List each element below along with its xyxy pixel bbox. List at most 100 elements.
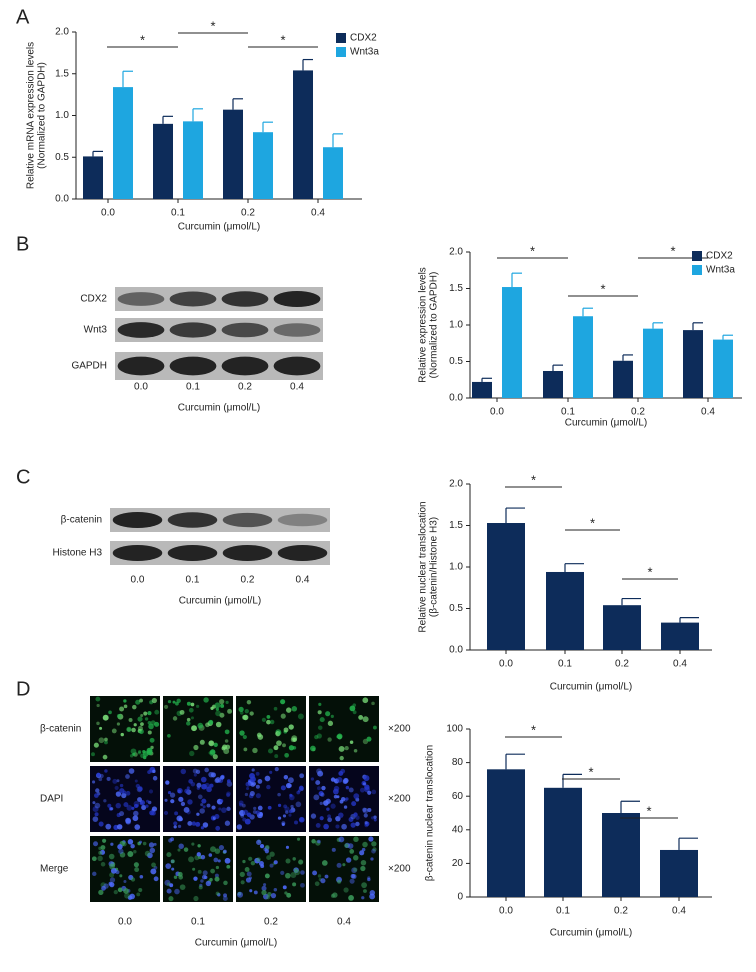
y-tick-label: 2.0	[55, 27, 69, 38]
cell-dot	[116, 722, 120, 726]
bar	[153, 123, 173, 199]
cell-dot	[112, 778, 118, 784]
cell-dot	[167, 700, 172, 704]
cell-dot	[96, 772, 101, 777]
bar	[643, 328, 663, 398]
cell-dot	[95, 696, 101, 702]
cell-dot	[97, 855, 103, 862]
cell-dot	[188, 779, 194, 784]
cell-dot	[119, 706, 125, 712]
x-tick-label: 0.1	[171, 208, 185, 219]
cell-dot	[338, 836, 345, 843]
cell-dot	[102, 754, 108, 760]
cell-dot	[351, 801, 357, 807]
cell-dot	[264, 873, 270, 879]
cell-dot	[190, 702, 195, 707]
cell-dot	[344, 843, 349, 848]
x-tick-label: 0.4	[673, 659, 687, 670]
cell-dot	[327, 737, 332, 742]
significance-star: *	[670, 243, 675, 258]
cell-dot	[327, 720, 334, 726]
cell-dot	[280, 785, 286, 791]
cell-dot	[261, 889, 267, 896]
cell-dot	[253, 806, 257, 810]
cell-dot	[366, 736, 372, 742]
cell-dot	[177, 824, 182, 829]
cell-dot	[208, 740, 215, 747]
cell-dot	[215, 891, 220, 896]
cell-dot	[255, 771, 260, 776]
cell-dot	[164, 879, 171, 886]
cell-dot	[340, 768, 346, 774]
cell-dot	[312, 870, 318, 876]
cell-dot	[109, 863, 116, 870]
cell-dot	[193, 773, 197, 777]
cell-dot	[236, 824, 243, 830]
cell-dot	[317, 874, 322, 878]
cell-dot	[128, 718, 133, 723]
cell-dot	[189, 750, 195, 757]
lane-label: 0.1	[186, 575, 200, 586]
cell-dot	[131, 806, 135, 810]
cell-dot	[191, 821, 197, 826]
cell-dot	[323, 800, 329, 806]
cell-dot	[280, 713, 286, 719]
y-axis-title: (Normalized to GAPDH)	[429, 272, 440, 379]
cell-dot	[196, 852, 202, 857]
y-tick-label: 1.5	[55, 68, 69, 79]
bar	[83, 156, 103, 199]
cell-dot	[165, 863, 172, 870]
cell-dot	[92, 780, 96, 784]
legend-label: Wnt3a	[706, 265, 735, 276]
cell-dot	[141, 805, 147, 811]
blot-row-label: Wnt3	[84, 325, 108, 336]
y-axis-title: (β-catenin/Histone H3)	[429, 517, 440, 617]
cell-dot	[273, 888, 278, 892]
blot-band	[273, 290, 321, 308]
cell-dot	[118, 848, 124, 854]
x-tick-label: 0.4	[672, 906, 686, 917]
micrograph	[309, 836, 379, 902]
cell-dot	[317, 786, 321, 791]
cell-dot	[282, 885, 287, 890]
cell-dot	[245, 781, 251, 787]
cell-dot	[254, 857, 260, 864]
cell-dot	[150, 868, 157, 875]
cell-dot	[332, 788, 339, 795]
cell-dot	[298, 785, 304, 791]
blot-band	[117, 292, 165, 306]
blot-band	[222, 512, 273, 528]
cell-dot	[128, 768, 135, 774]
cell-dot	[320, 792, 325, 797]
cell-dot	[373, 818, 377, 822]
cell-dot	[197, 844, 201, 848]
cell-dot	[320, 878, 326, 884]
cell-dot	[284, 891, 288, 895]
cell-dot	[166, 852, 172, 858]
cell-dot	[104, 769, 108, 773]
cell-dot	[92, 801, 96, 805]
cell-dot	[176, 698, 181, 703]
cell-dot	[367, 790, 372, 795]
cell-dot	[222, 896, 228, 902]
cell-dot	[239, 802, 243, 807]
x-tick-label: 0.4	[701, 407, 715, 418]
significance-star: *	[140, 32, 145, 47]
cell-dot	[215, 777, 221, 783]
significance-star: *	[280, 32, 285, 47]
x-tick-label: 0.2	[631, 407, 645, 418]
cell-dot	[242, 714, 247, 720]
cell-dot	[197, 722, 204, 729]
cell-dot	[261, 717, 267, 722]
cell-dot	[137, 751, 141, 755]
cell-dot	[96, 703, 100, 708]
cell-dot	[139, 840, 143, 844]
bar	[113, 87, 133, 199]
x-tick-label: 0.0	[490, 407, 504, 418]
cell-dot	[326, 807, 330, 811]
cell-dot	[249, 889, 253, 893]
cell-dot	[296, 837, 301, 841]
cell-dot	[127, 851, 134, 858]
significance-star: *	[590, 515, 595, 530]
